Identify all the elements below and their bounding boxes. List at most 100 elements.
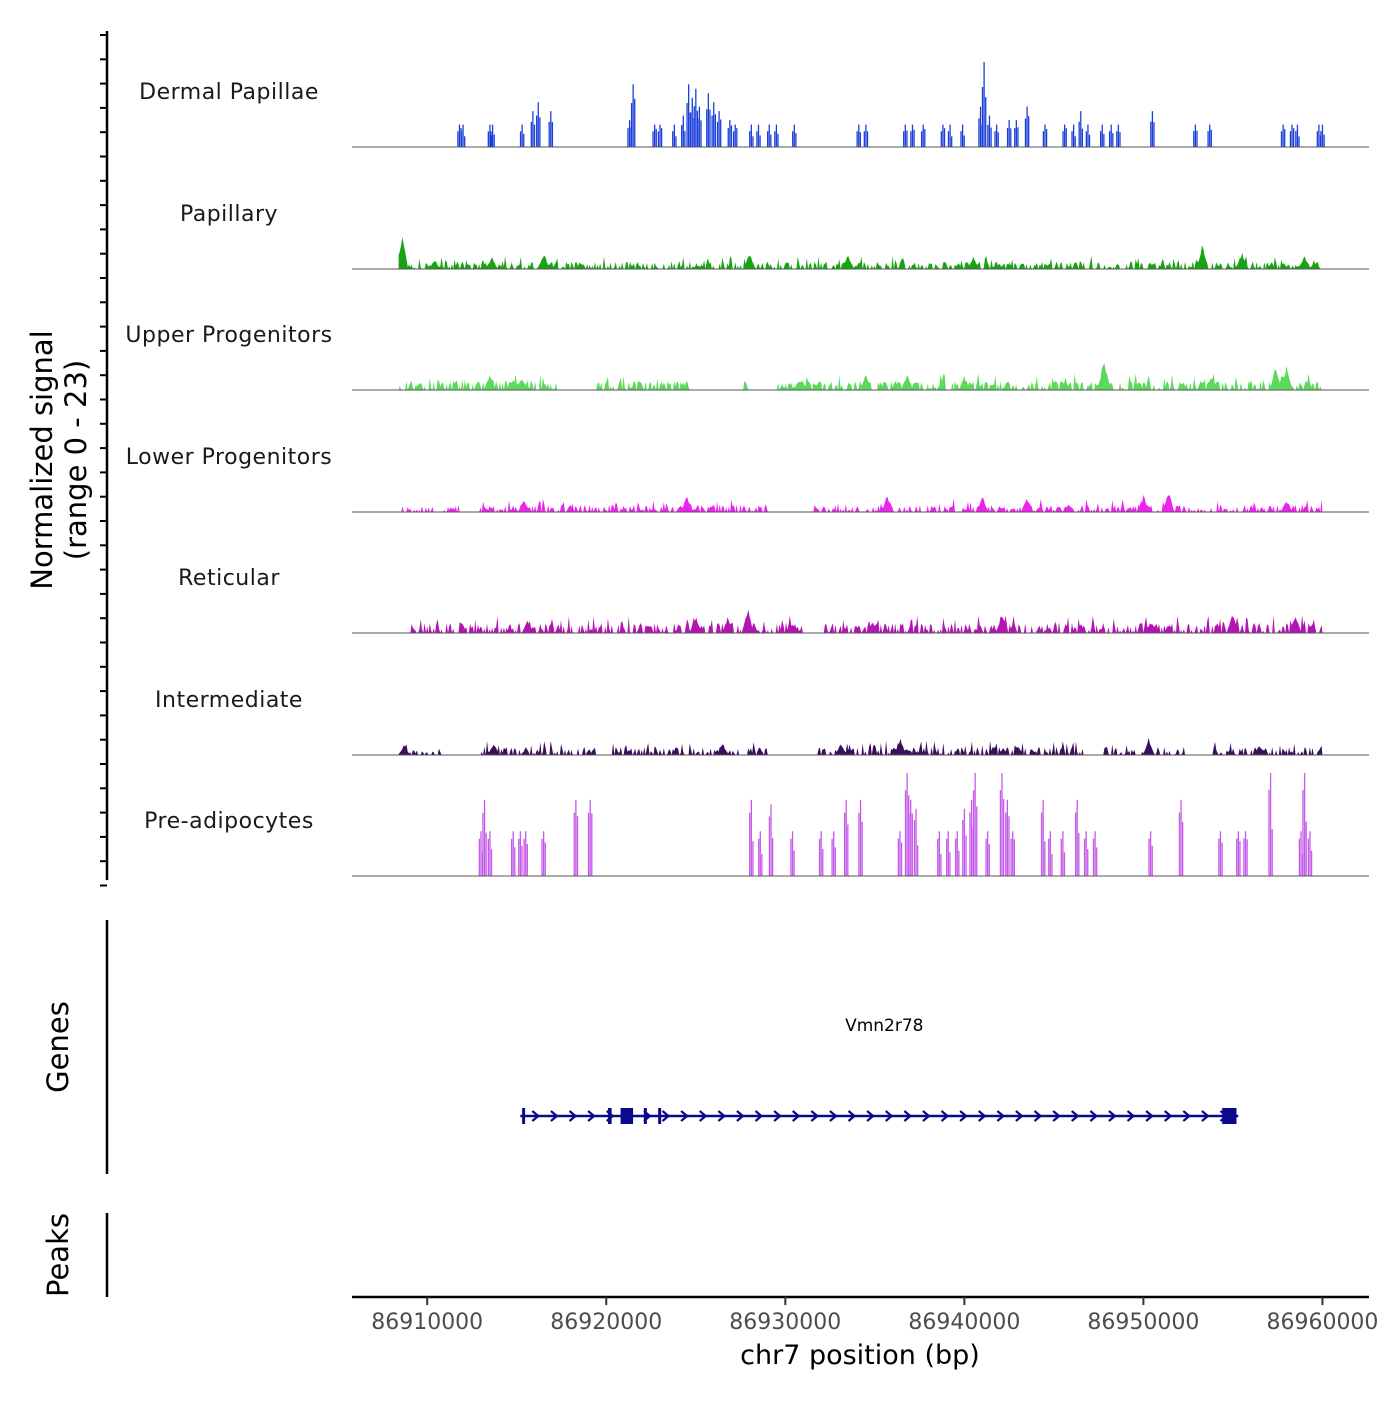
x-tick-label: 86960000 — [1266, 1310, 1378, 1335]
signal-peak — [1302, 789, 1304, 876]
signal-peak — [1088, 134, 1091, 147]
strand-arrow — [1182, 1110, 1192, 1122]
signal-peak — [749, 812, 751, 876]
signal-peak — [999, 790, 1002, 876]
signal-peak — [913, 820, 916, 876]
signal-peak — [491, 124, 494, 147]
signal-peak — [1080, 111, 1082, 147]
signal-peak — [489, 831, 491, 876]
signal-peak — [1010, 128, 1012, 147]
signal-peak — [904, 790, 907, 876]
signal-peak — [911, 813, 913, 876]
signal-peak — [752, 136, 754, 147]
track-intermediate: Intermediate — [155, 688, 1369, 756]
signal-peak — [653, 124, 656, 147]
signal-peak — [1042, 131, 1045, 147]
strand-arrow — [699, 1110, 708, 1122]
signal-peak — [972, 790, 975, 876]
signal-peak — [759, 135, 761, 147]
signal-peak — [575, 799, 577, 876]
signal-peak — [533, 124, 536, 147]
signal-peak — [937, 838, 939, 876]
signal-peak — [863, 131, 865, 147]
signal-peak — [997, 132, 999, 147]
signal-peak — [963, 808, 966, 876]
signal-peak — [791, 831, 794, 876]
signal-peak — [752, 841, 754, 876]
signal-peak — [1042, 799, 1044, 876]
signal-peak — [1193, 131, 1195, 147]
gene-exon — [658, 1108, 662, 1124]
signal-peak — [714, 114, 716, 147]
signal-peak — [1085, 131, 1087, 147]
signal-peak — [1060, 838, 1062, 876]
signal-peak — [478, 838, 481, 876]
signal-peak — [917, 845, 919, 876]
signal-peak — [1310, 850, 1313, 876]
gene-exon — [1222, 1108, 1237, 1124]
signal-peak — [709, 109, 711, 147]
signal-peak — [1040, 812, 1043, 876]
signal-peak — [866, 131, 869, 147]
signal-peak — [659, 124, 661, 147]
signal-peak — [1323, 134, 1325, 147]
strand-arrow — [717, 1110, 727, 1122]
track-label: Reticular — [178, 566, 280, 591]
gene-name-label: Vmn2r78 — [845, 1016, 923, 1036]
signal-peak — [963, 135, 965, 147]
signal-peak — [530, 121, 532, 147]
signal-area — [398, 363, 1323, 390]
signal-area — [398, 236, 1323, 269]
signal-peak — [521, 124, 523, 147]
signal-peak — [660, 128, 663, 147]
x-tick-label: 86910000 — [371, 1310, 483, 1335]
signal-peak — [756, 131, 758, 147]
signal-peak — [1110, 124, 1112, 147]
signal-peak — [482, 812, 484, 876]
signal-peak — [949, 124, 951, 147]
signal-peak — [1101, 124, 1103, 147]
strand-arrow — [531, 1110, 541, 1122]
signal-peak — [1024, 118, 1027, 147]
signal-peak — [587, 812, 590, 876]
track-label: Dermal Papillae — [139, 80, 319, 105]
strand-arrow — [1015, 1110, 1024, 1122]
signal-peak — [900, 842, 903, 876]
signal-peak — [1085, 831, 1087, 876]
signal-peak — [793, 850, 795, 876]
signal-peak — [985, 838, 987, 876]
signal-peak — [771, 837, 774, 876]
signal-peak — [1151, 111, 1154, 147]
signal-peak — [1151, 845, 1153, 876]
signal-peak — [818, 838, 821, 876]
strand-arrow — [661, 1110, 671, 1122]
signal-peak — [777, 133, 779, 147]
signal-peak — [1298, 838, 1301, 876]
signal-peak — [987, 831, 989, 876]
signal-peak — [820, 831, 822, 876]
signal-peak — [1044, 124, 1046, 147]
signal-peak — [1072, 124, 1075, 147]
signal-peak — [960, 131, 962, 147]
signal-peak — [1028, 116, 1030, 147]
signal-peak — [657, 131, 660, 147]
signal-area — [398, 494, 1323, 512]
signal-peak — [697, 118, 699, 147]
signal-peak — [1291, 124, 1293, 147]
strand-arrow — [1052, 1110, 1061, 1122]
strand-arrow — [1033, 1110, 1043, 1122]
signal-peak — [1219, 831, 1222, 876]
signal-peak — [1284, 129, 1286, 147]
signal-peak — [924, 128, 926, 147]
signal-peak — [1321, 124, 1324, 147]
signal-peak — [768, 124, 770, 147]
signal-peak — [843, 812, 846, 876]
x-tick-label: 86940000 — [908, 1310, 1020, 1335]
signal-peak — [947, 831, 949, 876]
signal-peak — [768, 816, 771, 876]
signal-peak — [750, 124, 752, 147]
signal-peak — [858, 124, 860, 147]
signal-peak — [920, 131, 923, 147]
signal-peak — [713, 102, 715, 147]
strand-arrow — [773, 1110, 782, 1122]
